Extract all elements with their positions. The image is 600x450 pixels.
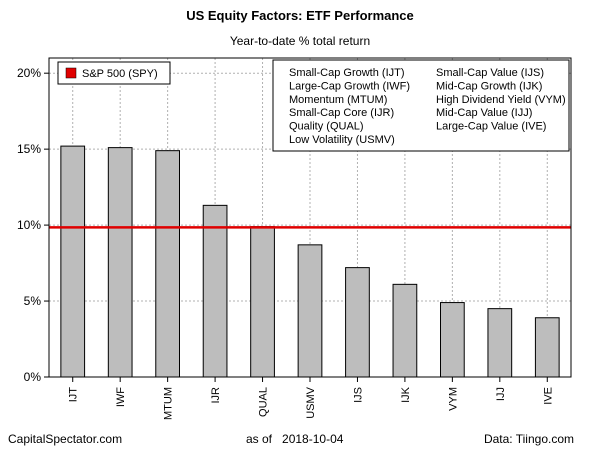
ticker-key-item: Quality (QUAL) xyxy=(289,121,364,133)
bar-vym xyxy=(440,302,465,378)
bar-ive xyxy=(534,317,560,378)
x-tick-label-ive: IVE xyxy=(542,387,554,405)
x-tick-label-vym: VYM xyxy=(447,387,459,411)
bar-ijs xyxy=(345,267,370,378)
ticker-key-item: High Dividend Yield (VYM) xyxy=(436,94,566,106)
ticker-key-item: Large-Cap Growth (IWF) xyxy=(289,80,410,92)
as-of-text: as of 2018-10-04 xyxy=(246,432,343,446)
bar-mtum xyxy=(155,150,180,378)
x-tick-label-iwf: IWF xyxy=(115,387,127,407)
bar-qual xyxy=(250,226,275,378)
x-tick-label-mtum: MTUM xyxy=(163,387,175,420)
x-tick-label-usmv: USMV xyxy=(305,386,317,418)
ticker-key-item: Low Volatility (USMV) xyxy=(289,134,395,146)
x-axis-labels: IJT IWF MTUM IJR QUAL USMV IJS IJK VYM IJJ IVE xyxy=(68,377,554,420)
as-of-label: as of xyxy=(246,432,273,446)
ticker-key-item: Mid-Cap Value (IJJ) xyxy=(436,107,532,119)
legend-swatch xyxy=(65,67,77,79)
x-tick-label-ijs: IJS xyxy=(352,387,364,403)
ticker-key-box xyxy=(272,59,570,152)
y-tick-label: 20% xyxy=(17,66,41,80)
y-tick-label: 10% xyxy=(17,218,41,232)
source-right-text: Data: Tiingo.com xyxy=(483,432,574,446)
ticker-key-item: Large-Cap Value (IVE) xyxy=(436,121,546,133)
legend-box xyxy=(57,61,171,85)
x-tick-label-ijk: IJK xyxy=(400,386,412,403)
x-tick-label-qual: QUAL xyxy=(258,387,270,417)
x-tick-label-ijr: IJR xyxy=(210,387,222,404)
y-tick-label: 5% xyxy=(24,294,42,308)
bar-ijj xyxy=(487,308,513,378)
bars-layer xyxy=(60,145,560,378)
y-tick-label: 15% xyxy=(17,142,41,156)
ticker-key: Small-Cap Growth (IJT)Large-Cap Growth (… xyxy=(272,59,570,152)
bar-iwf xyxy=(107,147,133,378)
legend: S&P 500 (SPY) xyxy=(57,61,171,85)
y-axis: 0% 5% 10% 15% 20% xyxy=(17,66,49,384)
x-tick-label-ijt: IJT xyxy=(68,387,80,403)
x-tick-label-ijj: IJJ xyxy=(495,387,507,401)
bar-ijr xyxy=(202,204,228,378)
ticker-key-item: Mid-Cap Growth (IJK) xyxy=(436,80,542,92)
ticker-key-item: Small-Cap Growth (IJT) xyxy=(289,67,405,79)
as-of-date: 2018-10-04 xyxy=(282,432,344,446)
ticker-key-item: Momentum (MTUM) xyxy=(289,94,387,106)
legend-label: S&P 500 (SPY) xyxy=(82,68,158,80)
bar-ijt xyxy=(60,145,86,378)
chart-title: US Equity Factors: ETF Performance xyxy=(186,8,414,23)
source-left-text: CapitalSpectator.com xyxy=(8,432,123,446)
y-tick-label: 0% xyxy=(24,370,42,384)
bar-usmv xyxy=(297,244,323,378)
ticker-key-item: Small-Cap Core (IJR) xyxy=(289,107,394,119)
ticker-key-item: Small-Cap Value (IJS) xyxy=(436,67,544,79)
chart-subtitle: Year-to-date % total return xyxy=(229,34,371,48)
bar-ijk xyxy=(392,283,418,378)
